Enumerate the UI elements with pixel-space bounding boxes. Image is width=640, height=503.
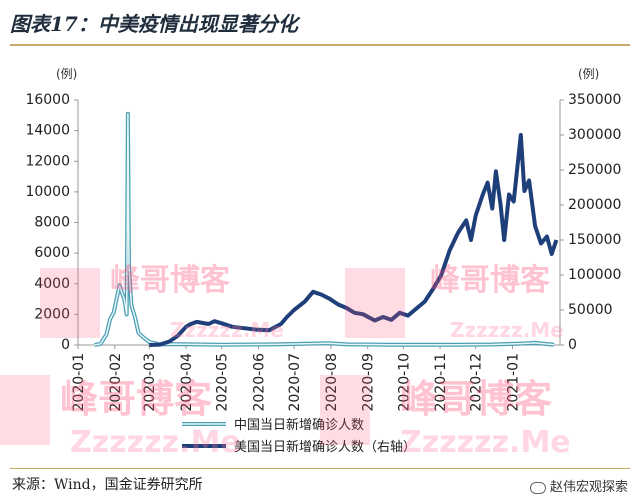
x-tick-label: 2020-06 bbox=[251, 353, 267, 412]
x-tick-label: 2020-03 bbox=[142, 353, 158, 412]
title-rule bbox=[10, 44, 630, 46]
x-tick-label: 2021-01 bbox=[506, 353, 522, 412]
y-left-tick-label: 10000 bbox=[25, 184, 70, 200]
y-right-tick-label: 300000 bbox=[568, 127, 621, 143]
y-left-tick-label: 16000 bbox=[25, 92, 70, 108]
y-left-tick-label: 2000 bbox=[34, 306, 70, 322]
chart-title: 图表17：中美疫情出现显著分化 bbox=[10, 12, 298, 36]
brand-label: 赵伟宏观探索 bbox=[549, 480, 628, 495]
series-line-china bbox=[94, 113, 555, 346]
y-left-tick-label: 0 bbox=[61, 337, 70, 353]
y-left-tick-label: 14000 bbox=[25, 123, 70, 139]
x-axis: 2020-01 2020-02 2020-03 2020-04 2020-05 2020-… bbox=[71, 344, 560, 412]
wechat-icon bbox=[529, 481, 546, 494]
x-tick-label: 2020-02 bbox=[108, 353, 124, 412]
x-tick-label: 2020-07 bbox=[287, 353, 303, 412]
y-left-tick-label: 4000 bbox=[34, 276, 70, 292]
x-tick-label: 2020-04 bbox=[179, 353, 195, 412]
x-tick-label: 2020-08 bbox=[324, 353, 340, 412]
left-axis: 0 2000 4000 6000 8000 10000 12000 14000 16000 bbox=[25, 92, 79, 353]
y-axis-left-label: (例) bbox=[56, 67, 77, 81]
y-right-tick-label: 100000 bbox=[568, 267, 621, 283]
x-tick-label: 2020-12 bbox=[469, 353, 485, 412]
source-note: 来源：Wind，国金证券研究所 bbox=[12, 477, 203, 493]
series-line-outline bbox=[94, 111, 555, 347]
x-tick-label: 2020-05 bbox=[215, 353, 231, 412]
y-left-tick-label: 8000 bbox=[34, 215, 70, 231]
legend-label: 中国当日新增确诊人数 bbox=[234, 417, 364, 433]
x-tick-label: 2020-11 bbox=[433, 353, 449, 412]
y-right-tick-label: 250000 bbox=[568, 162, 621, 178]
y-right-tick-label: 0 bbox=[568, 337, 577, 353]
x-tick-label: 2020-01 bbox=[71, 353, 87, 412]
y-right-tick-label: 150000 bbox=[568, 232, 621, 248]
x-tick-label: 2020-09 bbox=[361, 353, 377, 412]
y-left-tick-label: 6000 bbox=[34, 245, 70, 261]
y-right-tick-label: 350000 bbox=[568, 92, 621, 108]
y-axis-right-label: (例) bbox=[578, 67, 599, 81]
y-left-tick-label: 12000 bbox=[25, 153, 70, 169]
chart-canvas: 0 2000 4000 6000 8000 10000 12000 14000 16000 0 5… bbox=[25, 67, 621, 455]
right-axis: 0 50000 100000 150000 200000 250000 300000 3500… bbox=[559, 92, 621, 353]
footer-rule bbox=[10, 468, 630, 469]
legend-label: 美国当日新增确诊人数（右轴） bbox=[234, 439, 416, 455]
x-tick-label: 2020-10 bbox=[396, 353, 412, 412]
y-right-tick-label: 50000 bbox=[568, 302, 613, 318]
series-line-us bbox=[149, 133, 559, 347]
y-right-tick-label: 200000 bbox=[568, 197, 621, 213]
series-lines bbox=[94, 111, 559, 347]
brand-badge: 赵伟宏观探索 bbox=[529, 476, 628, 495]
